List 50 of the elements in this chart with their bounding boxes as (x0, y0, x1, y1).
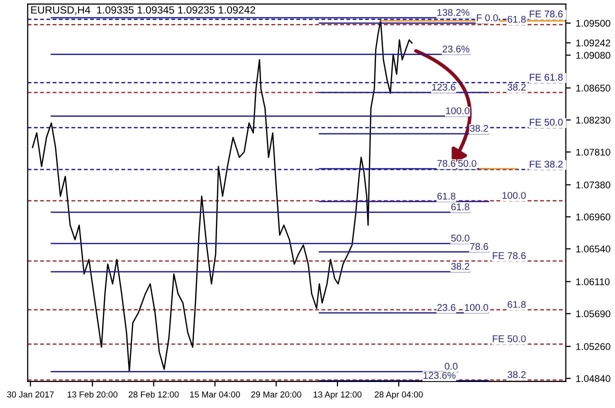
y-tick-label: 1.04840 (576, 375, 610, 382)
annotation: 100.0 (502, 192, 526, 199)
annotation: 23.6% (442, 46, 470, 52)
annotation: 38.2 (508, 371, 526, 378)
annotation: 100.0 (446, 107, 470, 114)
y-tick-label: 1.07380 (576, 182, 610, 188)
line-series (32, 19, 413, 372)
y-tick-label: 1.05690 (576, 310, 610, 318)
annotation: 78.6 (470, 243, 488, 250)
annotation: 50.0 (451, 234, 470, 242)
y-tick-label: 1.09500 (576, 20, 610, 27)
annotation: 100.0 (464, 304, 488, 311)
annotation: 61.8 (508, 16, 526, 23)
y-tick-label: 1.09242 (576, 40, 610, 46)
annotation: 78.6 (437, 160, 456, 167)
y-tick-label: 1.07810 (576, 148, 610, 156)
x-tick-label: 29 Mar 20:00 (251, 391, 302, 398)
annotation: 23.6 (437, 304, 456, 311)
annotation: 123.6 (432, 84, 456, 91)
annotation: 38.2 (470, 124, 488, 132)
x-tick-label: 30 Jan 2017 (7, 391, 54, 398)
x-tick-label: 13 Apr 12:00 (314, 391, 362, 400)
annotation: 0.0 (444, 362, 458, 370)
y-tick-label: 1.08230 (576, 116, 610, 124)
annotation: FE 78.6 (492, 252, 526, 260)
annotation: 38.2 (508, 84, 526, 91)
annotation: 123.6% (424, 372, 456, 379)
y-tick-label: 1.09080 (576, 52, 610, 59)
chart-title: EURUSD,H4 1.09335 1.09345 1.09235 1.09242 (31, 6, 256, 15)
x-tick-label: 28 Feb 12:00 (128, 391, 179, 398)
x-tick-label: 28 Apr 04:00 (374, 391, 423, 400)
annotation: 61.8 (508, 301, 526, 308)
annotation: 61.8 (437, 192, 456, 200)
annotation: F 0.0 (476, 14, 498, 22)
annotation: 138.2% (438, 8, 470, 16)
y-tick-label: 1.05260 (576, 343, 610, 350)
x-tick-label: 15 Mar 04:00 (190, 391, 240, 398)
annotation: 61.8 (451, 203, 470, 210)
annotation: 38.2 (451, 262, 470, 270)
y-tick-label: 1.06110 (576, 278, 610, 286)
y-tick-label: 1.06960 (576, 214, 610, 220)
x-tick-label: 13 Feb 20:00 (68, 391, 118, 398)
ref-line-label: FE 61.8 (530, 74, 563, 81)
y-tick-label: 1.06540 (576, 246, 610, 252)
annotation: FE 50.0 (492, 335, 526, 342)
annotation: 50.0 (458, 160, 476, 167)
ref-line-label: FE 50.0 (530, 118, 563, 126)
y-tick-label: 1.08650 (576, 84, 610, 92)
ref-line-label: FE 38.2 (530, 160, 563, 168)
ref-line-label: FE 78.6 (530, 10, 563, 18)
